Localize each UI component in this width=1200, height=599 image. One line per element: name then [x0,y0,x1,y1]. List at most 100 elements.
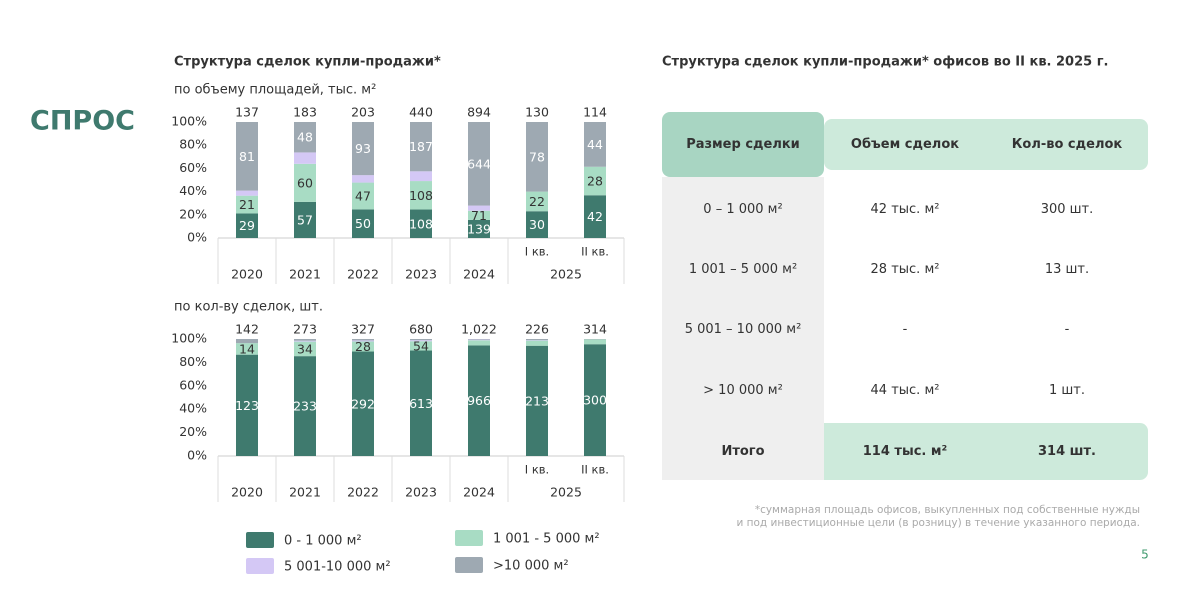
data-label: 42 [587,209,603,224]
chart-subtitle: по кол-ву сделок, шт. [174,300,323,315]
bar-segment [410,209,432,238]
table-cell: 300 шт. [1040,201,1094,217]
bar-segment [468,219,490,238]
y-tick-label: 40% [179,401,207,416]
bar-segment [236,190,258,196]
bar-segment [294,163,316,202]
y-tick-label: 0% [187,448,207,463]
group-label: 2020 [231,485,263,500]
legend-swatch [455,557,483,573]
data-label: 81 [239,149,255,164]
y-tick-label: 0% [187,230,207,245]
table-cell: 114 тыс. м² [862,444,948,459]
data-label: 50 [355,216,371,231]
table-cell: 28 тыс. м² [870,261,940,277]
data-label: 44 [587,137,603,152]
x-tick-label: II кв. [581,463,609,477]
bar-segment [352,182,374,210]
bar-segment [584,122,606,167]
bar-segment [352,339,374,341]
bar-segment [410,340,432,342]
data-label: 78 [529,149,545,164]
y-tick-label: 100% [171,114,207,129]
bar-segment [236,122,258,191]
table-cell: Размер сделки [662,112,824,177]
group-label: 2020 [231,267,263,282]
bar-segment [236,343,258,355]
y-tick-label: 60% [179,377,207,392]
chart-subtitle: по объему площадей, тыс. м² [174,83,376,98]
legend-label: 0 - 1 000 м² [284,534,362,549]
legend-label: 5 001-10 000 м² [284,560,391,575]
bar-segment [236,339,258,344]
data-label: 71 [471,208,487,223]
data-label: 28 [355,339,371,354]
bar-segment [352,340,374,342]
bar-segment [468,345,490,456]
bar-segment [236,354,258,456]
table-cell: - [902,321,908,337]
x-tick-label: II кв. [581,245,609,259]
data-label: 34 [297,341,313,356]
table-cell: 314 шт. [1038,444,1096,459]
bar-segment [352,341,374,352]
data-label: 108 [409,188,433,203]
bar-segment [468,205,490,211]
total-label: 114 [583,105,607,120]
x-tick-label: I кв. [525,245,549,259]
bar-segment [526,345,548,456]
data-label: 28 [587,174,603,189]
data-label: 966 [467,393,491,408]
bar-segment [236,195,258,214]
data-label: 139 [467,221,491,236]
legend-swatch [246,558,274,574]
data-label: 300 [583,393,607,408]
group-label: 2021 [289,267,321,282]
legend-label: 1 001 - 5 000 м² [493,532,600,547]
footnote: и под инвестиционные цели (в розницу) в … [736,517,1140,529]
group-label: 2023 [405,267,437,282]
data-label: 213 [525,393,549,408]
group-label: 2023 [405,485,437,500]
legend-swatch [246,532,274,548]
bar-segment [410,339,432,341]
data-label: 292 [351,396,375,411]
table-cell: - [1064,321,1070,337]
bar-segment [410,350,432,456]
table-cell: 44 тыс. м² [870,382,940,398]
bar-segment [236,213,258,238]
bar-segment [584,166,606,196]
x-tick-label: I кв. [525,463,549,477]
total-label: 142 [235,322,259,337]
total-label: 203 [351,105,375,120]
data-label: 123 [235,398,259,413]
y-tick-label: 20% [179,424,207,439]
data-label: 47 [355,189,371,204]
data-label: 644 [467,156,491,171]
total-label: 137 [235,105,259,120]
group-label: 2021 [289,485,321,500]
group-label: 2025 [550,267,582,282]
y-tick-label: 80% [179,137,207,152]
data-label: 108 [409,216,433,231]
bar-segment [526,340,548,346]
table-cell [824,423,1148,480]
bar-segment [468,339,490,340]
total-label: 314 [583,322,607,337]
data-label: 21 [239,197,255,212]
bar-segment [294,122,316,153]
data-label: 54 [413,338,429,353]
bar-segment [526,211,548,238]
y-tick-label: 40% [179,183,207,198]
bar-segment [410,181,432,210]
chart-title: Структура сделок купли-продажи* [174,55,441,70]
total-label: 183 [293,105,317,120]
table-cell [662,177,824,480]
bar-segment [584,339,606,345]
bar-segment [294,341,316,357]
total-label: 273 [293,322,317,337]
group-label: 2022 [347,267,379,282]
bar-segment [468,339,490,341]
